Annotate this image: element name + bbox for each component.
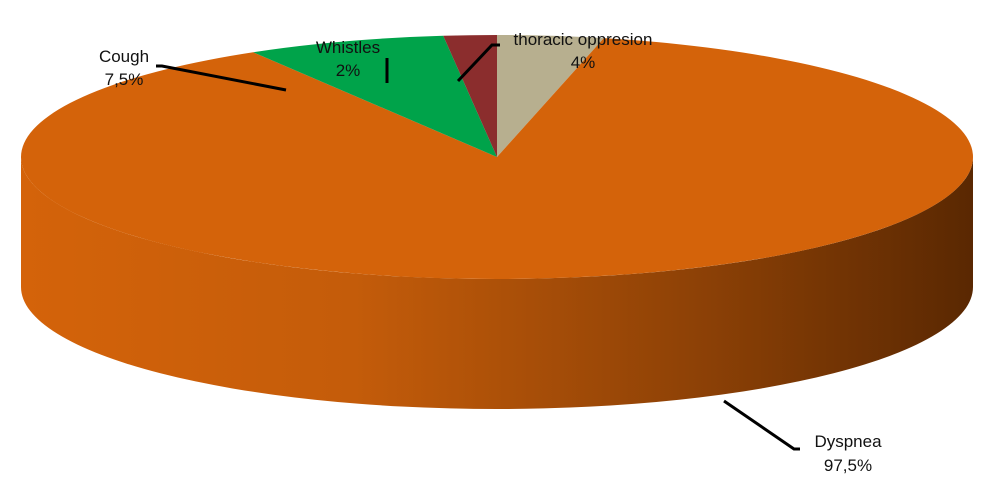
pie-slice-dyspnea [20,38,974,279]
leader-line-cough [156,64,287,92]
slice-value-whistles: 2% [336,61,361,80]
leader-line-dyspnea [723,399,800,451]
slice-value-cough: 7,5% [105,70,144,89]
leader-line-thoracic-oppresion [456,43,500,83]
slice-label-cough: Cough [99,47,149,66]
pie-slice-thoracic-oppresion [497,35,604,157]
slice-label-dyspnea: Dyspnea [814,432,882,451]
labels-layer: thoracic oppresion 4% Dyspnea 97,5% Cough 7,5… [99,30,882,475]
slice-value-dyspnea: 97,5% [824,456,872,475]
slices-layer [20,35,974,409]
slice-label-whistles: Whistles [316,38,380,57]
slice-label-thoracic-oppresion: thoracic oppresion [514,30,653,49]
slice-value-thoracic-oppresion: 4% [571,53,596,72]
pie-side-dyspnea [21,157,973,409]
pie-slice-cough [253,35,497,158]
pie-slice-whistles [443,35,497,157]
